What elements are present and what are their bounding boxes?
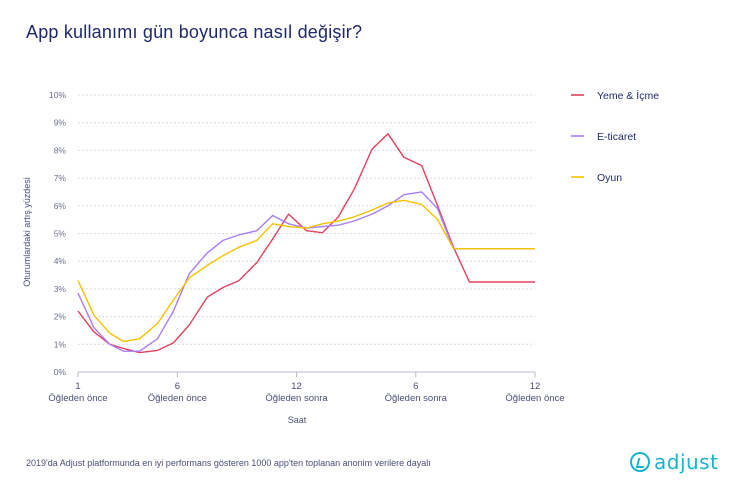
- legend-label: Oyun: [597, 172, 622, 184]
- y-tick-label: 1%: [54, 339, 67, 349]
- x-tick-sublabel: Öğleden sonra: [265, 393, 328, 404]
- x-tick-label: 12: [530, 381, 541, 392]
- x-tick-label: 1: [75, 381, 80, 392]
- legend-label: E-ticaret: [597, 131, 636, 143]
- y-tick-label: 0%: [54, 367, 67, 377]
- y-tick-label: 8%: [54, 145, 67, 155]
- series-lines: [77, 133, 535, 354]
- x-tick-label: 12: [291, 381, 302, 392]
- x-tick-label: 6: [175, 381, 180, 392]
- adjust-logo-icon: [630, 452, 650, 472]
- legend-label: Yeme & İçme: [597, 89, 659, 102]
- y-axis-label: Oturumlardaki artış yüzdesi: [22, 177, 32, 287]
- x-tick-sublabel: Öğleden önce: [148, 393, 207, 404]
- legend: Yeme & İçme E-ticaret Oyun: [571, 89, 659, 184]
- series-line-2: [77, 191, 535, 352]
- chart-title: App kullanımı gün boyunca nasıl değişir?: [26, 22, 363, 42]
- series-line-1: [77, 133, 535, 354]
- source-footnote: 2019'da Adjust platformunda en iyi perfo…: [26, 458, 431, 468]
- y-tick-label: 5%: [54, 229, 67, 239]
- y-tick-label: 4%: [54, 256, 67, 266]
- y-tick-label: 7%: [54, 173, 67, 183]
- y-tick-label: 3%: [54, 284, 67, 294]
- x-axis-label: Saat: [288, 415, 307, 425]
- x-tick-label: 6: [413, 381, 418, 392]
- x-tick-sublabel: Öğleden önce: [505, 393, 564, 404]
- adjust-logo: adjust: [630, 450, 718, 474]
- adjust-logo-text: adjust: [654, 450, 719, 474]
- y-tick-label: 2%: [54, 312, 67, 322]
- grid-lines: [78, 94, 535, 373]
- series-line-3: [77, 199, 535, 343]
- y-tick-label: 10%: [49, 90, 66, 100]
- y-axis-ticks: 0% 1% 2% 3% 4% 5% 6% 7% 8% 9% 10%: [49, 90, 66, 377]
- x-tick-sublabel: Öğleden önce: [48, 393, 107, 404]
- x-tick-sublabel: Öğleden sonra: [385, 393, 448, 404]
- y-tick-label: 9%: [54, 118, 67, 128]
- y-tick-label: 6%: [54, 201, 67, 211]
